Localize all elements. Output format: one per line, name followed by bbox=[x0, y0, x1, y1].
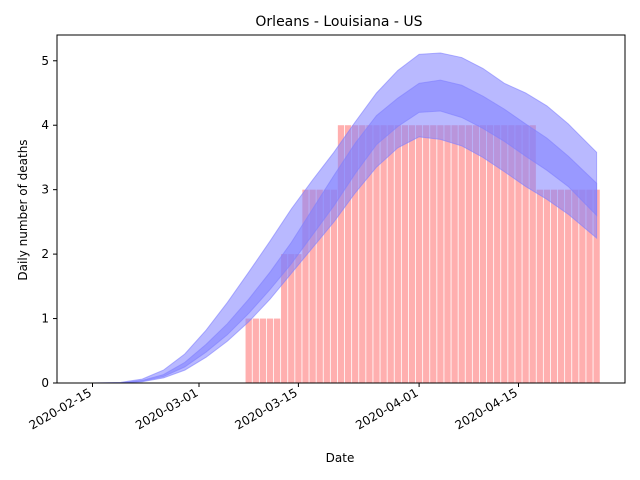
bar-2020-03-29 bbox=[394, 125, 401, 383]
bar-2020-03-12 bbox=[273, 318, 281, 383]
plot-area bbox=[92, 52, 600, 384]
bar-2020-03-17 bbox=[309, 189, 316, 383]
inner-uncertainty-band bbox=[92, 79, 598, 384]
bar-2020-04-11 bbox=[486, 125, 494, 383]
bar-2020-03-14 bbox=[288, 254, 295, 383]
bar-2020-04-15 bbox=[515, 125, 522, 383]
bar-2020-03-15 bbox=[295, 254, 302, 383]
bar-2020-03-28 bbox=[387, 125, 394, 383]
bar-2020-03-16 bbox=[302, 189, 309, 383]
bar-2020-04-08 bbox=[465, 125, 472, 383]
bar-2020-03-30 bbox=[401, 125, 409, 383]
bar-2020-03-10 bbox=[259, 318, 267, 383]
bar-2020-04-24 bbox=[579, 189, 586, 383]
bar-2020-03-19 bbox=[323, 189, 330, 383]
plot-frame bbox=[56, 34, 626, 384]
bar-2020-03-23 bbox=[352, 125, 359, 383]
bar-2020-03-13 bbox=[281, 254, 288, 383]
bar-2020-04-09 bbox=[472, 125, 480, 383]
bar-2020-04-05 bbox=[444, 125, 451, 383]
bar-2020-04-21 bbox=[557, 189, 565, 383]
x-tick-label-2020-02-15: 2020-02-15 bbox=[27, 385, 94, 432]
bar-2020-04-25 bbox=[586, 189, 593, 383]
x-axis-label: Date bbox=[326, 451, 355, 465]
y-tick-label-1: 1 bbox=[41, 312, 49, 326]
bar-2020-03-18 bbox=[316, 189, 323, 383]
bar-2020-04-26 bbox=[593, 189, 600, 383]
y-tick-label-2: 2 bbox=[41, 247, 49, 261]
bar-2020-04-06 bbox=[451, 125, 458, 383]
bar-2020-04-01 bbox=[415, 125, 423, 383]
bar-2020-03-26 bbox=[373, 125, 380, 383]
bar-2020-04-20 bbox=[550, 189, 558, 383]
bar-2020-04-22 bbox=[565, 189, 572, 383]
x-tick-label-2020-04-01: 2020-04-01 bbox=[353, 385, 420, 432]
bar-2020-04-23 bbox=[572, 189, 579, 383]
bar-2020-03-24 bbox=[359, 125, 366, 383]
bar-2020-04-13 bbox=[501, 125, 508, 383]
bar-2020-04-16 bbox=[522, 125, 529, 383]
bar-2020-04-19 bbox=[543, 189, 551, 383]
bar-2020-04-07 bbox=[458, 125, 465, 383]
y-tick-label-0: 0 bbox=[41, 376, 49, 390]
bar-2020-03-25 bbox=[366, 125, 373, 383]
bar-2020-03-08 bbox=[245, 318, 252, 383]
bar-2020-04-17 bbox=[529, 125, 536, 383]
bar-2020-04-12 bbox=[494, 125, 501, 383]
y-tick-label-4: 4 bbox=[41, 118, 49, 132]
bar-2020-04-02 bbox=[423, 125, 430, 383]
bar-2020-03-11 bbox=[266, 318, 274, 383]
y-tick-label-5: 5 bbox=[41, 54, 49, 68]
bar-2020-03-21 bbox=[337, 125, 345, 383]
bar-2020-03-20 bbox=[330, 189, 338, 383]
x-tick-label-2020-03-15: 2020-03-15 bbox=[232, 385, 299, 432]
y-tick-label-3: 3 bbox=[41, 183, 49, 197]
bar-2020-04-03 bbox=[430, 125, 437, 383]
y-axis-label: Daily number of deaths bbox=[16, 139, 30, 280]
x-tick-label-2020-03-01: 2020-03-01 bbox=[133, 385, 200, 432]
bar-2020-04-04 bbox=[437, 125, 444, 383]
bar-2020-03-31 bbox=[408, 125, 416, 383]
bar-2020-03-27 bbox=[380, 125, 387, 383]
x-tick-label-2020-04-15: 2020-04-15 bbox=[453, 385, 520, 432]
bar-2020-04-18 bbox=[536, 189, 543, 383]
chart-title: Orleans - Louisiana - US bbox=[255, 14, 422, 30]
bar-2020-04-14 bbox=[508, 125, 515, 383]
bar-2020-04-10 bbox=[479, 125, 487, 383]
bar-2020-03-09 bbox=[252, 318, 259, 383]
bar-2020-03-22 bbox=[344, 125, 352, 383]
